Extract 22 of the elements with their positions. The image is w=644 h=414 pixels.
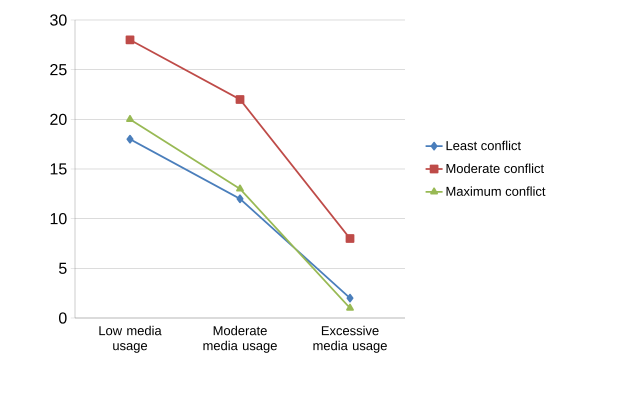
y-tick-label: 15	[50, 163, 67, 175]
y-tick-label: 30	[50, 14, 67, 26]
y-tick-label: 20	[50, 114, 67, 125]
point	[236, 95, 244, 104]
point	[346, 294, 354, 303]
x-tick-label: Excessive media usage	[313, 326, 387, 353]
x-tick-label: Low media usage	[99, 326, 162, 353]
legend-label: Maximum conflict	[446, 186, 546, 196]
point	[126, 35, 134, 44]
point	[236, 184, 244, 192]
point	[346, 304, 354, 311]
x-tick-label: Moderate media usage	[203, 326, 277, 353]
y-tick-label: 25	[50, 64, 67, 76]
y-tick-label: 5	[59, 262, 67, 274]
point	[236, 194, 244, 204]
point	[346, 234, 354, 243]
point	[126, 134, 134, 144]
y-tick-label: 0	[58, 312, 67, 324]
legend-label: Moderate conflict	[446, 164, 544, 174]
legend-label: Least conflict	[446, 140, 521, 150]
point	[126, 114, 134, 122]
y-tick-label: 10	[50, 213, 67, 224]
